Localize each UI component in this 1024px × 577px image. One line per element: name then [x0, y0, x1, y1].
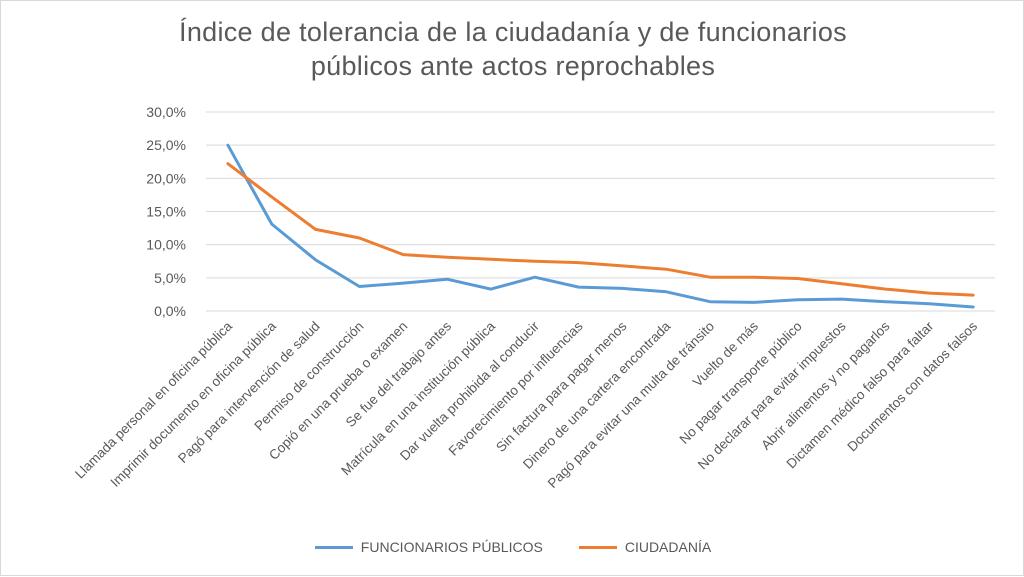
y-tick-label: 0,0%	[154, 303, 186, 319]
y-tick-label: 20,0%	[146, 170, 186, 186]
legend-label-funcionarios: FUNCIONARIOS PÚBLICOS	[360, 539, 543, 555]
chart-title-line-2: públicos ante actos reprochables	[310, 51, 716, 81]
series-line-funcionarios[interactable]	[226, 143, 975, 309]
series-lines	[226, 143, 975, 309]
x-axis-tick-labels: Llamada personal en oficina públicaImpri…	[72, 318, 980, 491]
y-tick-label: 15,0%	[146, 204, 186, 220]
x-tick-label: Matrícula en una institución pública	[338, 318, 498, 478]
legend-swatch-ciudadania	[578, 545, 617, 549]
gridlines	[206, 111, 995, 312]
legend-label-ciudadania: CIUDADANÍA	[624, 539, 712, 555]
y-tick-label: 25,0%	[146, 137, 186, 153]
y-tick-label: 10,0%	[146, 237, 186, 253]
chart-title-line-1: Índice de tolerancia de la ciudadanía y …	[179, 17, 847, 47]
legend-item-ciudadania[interactable]: CIUDADANÍA	[578, 539, 712, 555]
legend-swatch-funcionarios	[314, 545, 353, 549]
series-line-ciudadania[interactable]	[226, 162, 975, 297]
x-tick-label: Imprimir documento en oficina pública	[107, 318, 279, 490]
chart-title: Índice de tolerancia de la ciudadanía y …	[1, 15, 1024, 83]
x-tick-label: Llamada personal en oficina pública	[72, 318, 235, 481]
x-tick-label: Pagó para evitar una multa de tránsito	[545, 319, 717, 491]
legend-item-funcionarios[interactable]: FUNCIONARIOS PÚBLICOS	[314, 539, 543, 555]
legend: FUNCIONARIOS PÚBLICOS CIUDADANÍA	[1, 539, 1024, 555]
y-axis-tick-labels: 0,0% 5,0% 10,0% 15,0% 20,0% 25,0% 30,0%	[146, 104, 186, 319]
y-tick-label: 5,0%	[154, 270, 186, 286]
y-tick-label: 30,0%	[146, 104, 186, 120]
